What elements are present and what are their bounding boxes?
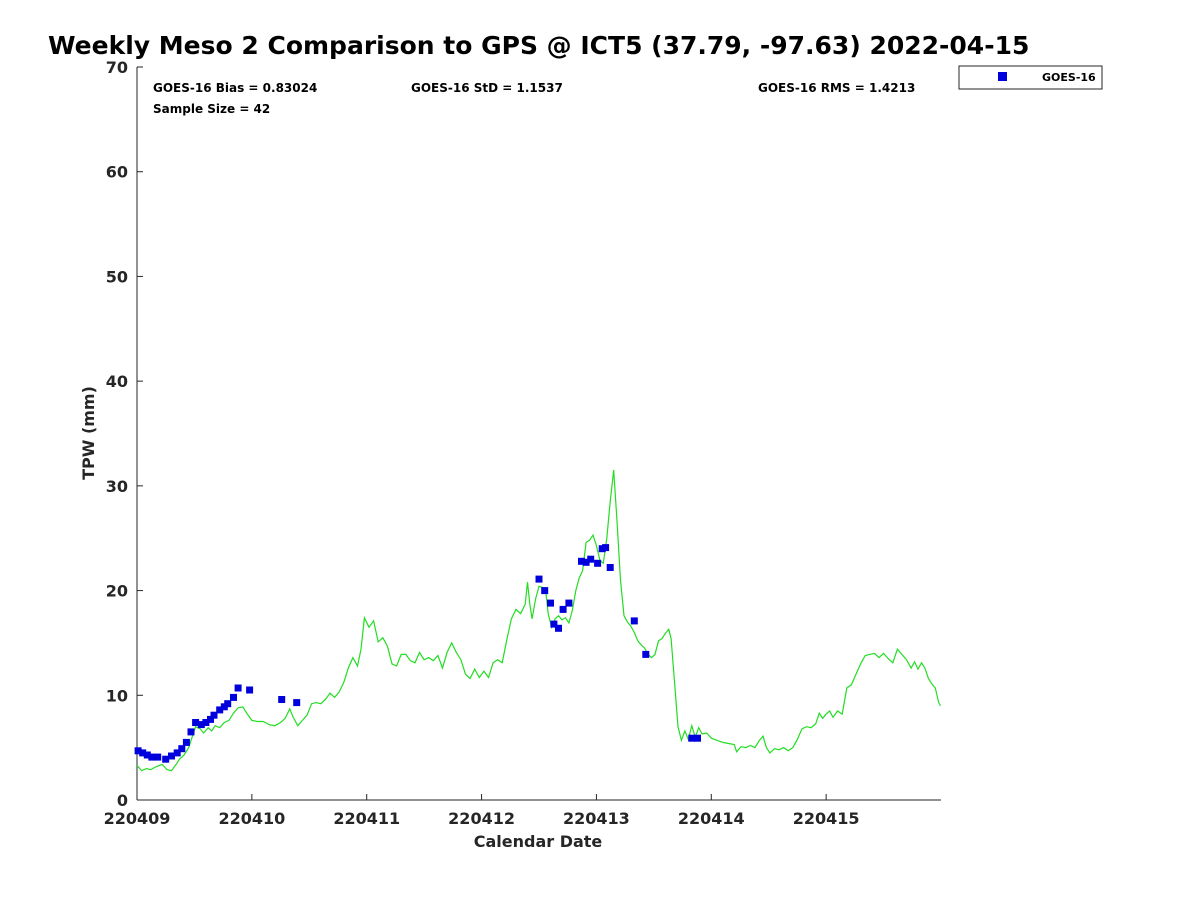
goes16-point	[197, 721, 205, 729]
x-tick-label: 220414	[678, 809, 745, 828]
plot-area	[137, 67, 941, 800]
goes16-point	[606, 564, 614, 571]
goes16-point	[594, 559, 602, 567]
goes16-point	[139, 749, 147, 757]
y-tick-label: 50	[106, 267, 128, 286]
goes16-point	[630, 617, 638, 625]
goes16-point	[688, 734, 696, 742]
x-tick-label: 220410	[218, 809, 285, 828]
legend: GOES-16	[958, 65, 1103, 90]
y-tick-label: 30	[106, 477, 128, 496]
goes16-point	[246, 686, 254, 694]
goes16-point	[578, 557, 585, 565]
x-axis-ticks: 220409 220410 220411 220412 220413 220414 2204…	[104, 794, 860, 828]
goes16-point	[216, 706, 224, 714]
x-tick-label: 220415	[793, 809, 860, 828]
y-axis-ticks: 0 10 20 30 40 50 60 70	[106, 58, 143, 810]
goes16-point	[143, 751, 151, 759]
goes16-point	[230, 693, 237, 701]
legend-marker-goes16	[998, 72, 1007, 81]
goes16-point	[178, 745, 186, 753]
goes16-point	[182, 738, 190, 746]
goes16-point	[582, 558, 590, 566]
y-tick-label: 60	[106, 163, 128, 182]
y-tick-label: 40	[106, 372, 128, 391]
x-axis-label: Calendar Date	[474, 832, 603, 851]
y-tick-label: 20	[106, 582, 128, 601]
x-tick-label: 220413	[563, 809, 630, 828]
goes16-point	[642, 650, 650, 658]
goes16-point	[535, 575, 543, 583]
goes16-point	[559, 605, 567, 613]
sample-size-stat: Sample Size = 42	[153, 102, 270, 116]
legend-box	[958, 65, 1103, 90]
goes16-point	[173, 749, 181, 757]
goes16-point	[162, 755, 170, 763]
std-stat: GOES-16 StD = 1.1537	[411, 81, 563, 95]
y-tick-label: 70	[106, 58, 128, 77]
bias-stat: GOES-16 Bias = 0.83024	[153, 81, 317, 95]
goes16-point	[602, 544, 610, 552]
goes16-point	[207, 715, 214, 723]
chart-title: Weekly Meso 2 Comparison to GPS @ ICT5 (…	[48, 31, 1029, 60]
goes16-point	[148, 753, 156, 761]
goes16-point	[587, 555, 595, 563]
goes16-point	[192, 719, 200, 726]
goes16-point	[154, 753, 162, 761]
x-tick-label: 220409	[104, 809, 171, 828]
goes16-point	[555, 624, 562, 632]
legend-label-goes16: GOES-16	[1042, 71, 1096, 84]
goes16-point	[293, 699, 301, 707]
goes16-point	[210, 711, 218, 719]
goes16-point	[565, 599, 573, 607]
series-layer	[134, 470, 941, 772]
y-axis-label: TPW (mm)	[79, 386, 98, 480]
goes16-point	[187, 728, 195, 736]
x-tick-label: 220411	[333, 809, 400, 828]
goes16-point	[202, 719, 210, 726]
y-tick-label: 0	[117, 791, 128, 810]
rms-stat: GOES-16 RMS = 1.4213	[758, 81, 915, 95]
y-tick-label: 10	[106, 686, 128, 705]
goes16-point	[134, 747, 142, 755]
x-tick-label: 220412	[448, 809, 515, 828]
goes16-point	[694, 734, 701, 742]
goes16-point	[547, 599, 554, 607]
goes16-point	[168, 752, 175, 760]
goes16-point	[278, 696, 286, 703]
goes16-point	[541, 587, 549, 595]
goes16-point	[224, 700, 232, 708]
goes16-point	[550, 620, 558, 628]
gps-series-line	[136, 470, 941, 772]
goes16-point	[234, 684, 242, 692]
